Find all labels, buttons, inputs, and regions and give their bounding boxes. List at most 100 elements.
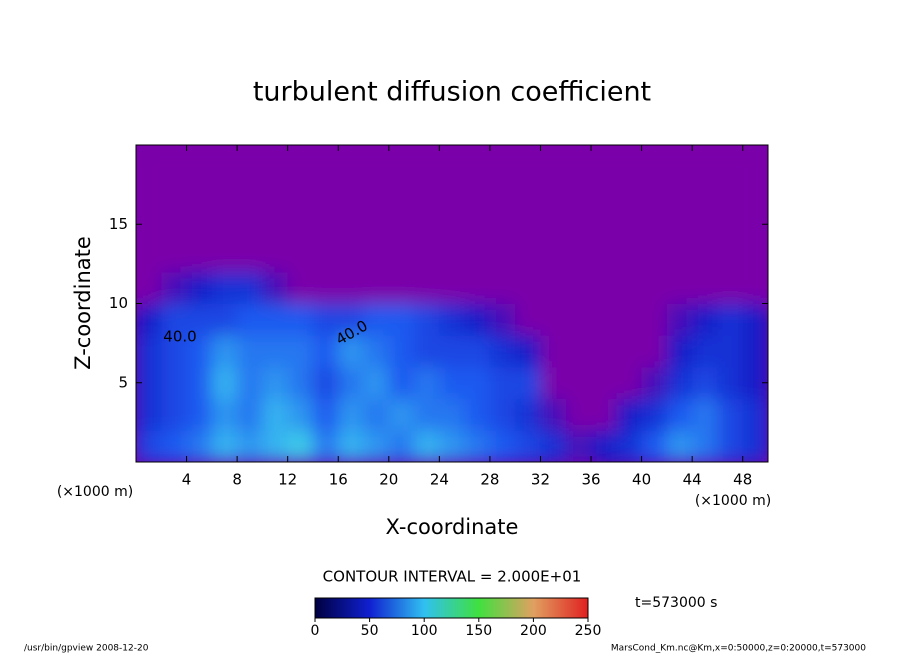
field-cell: [363, 240, 390, 273]
field-cell: [312, 430, 339, 462]
field-cell: [565, 176, 592, 209]
field-cell: [717, 335, 744, 368]
field-cell: [287, 398, 314, 431]
field-cell: [565, 145, 592, 178]
field-cell: [439, 176, 466, 209]
field-cell: [414, 271, 440, 304]
field-cell: [211, 240, 238, 273]
field-cell: [692, 240, 718, 273]
field-cell: [338, 271, 365, 304]
field-cell: [692, 335, 718, 368]
field-cell: [489, 366, 516, 400]
field-cell: [464, 145, 491, 178]
field-cell: [489, 176, 516, 209]
field-cell: [565, 366, 592, 400]
field-cell: [388, 145, 415, 178]
field-cell: [591, 303, 617, 336]
field-cell: [540, 430, 567, 462]
field-cell: [338, 398, 365, 431]
field-cell: [211, 430, 238, 462]
field-cell: [287, 303, 314, 336]
contour-label: 40.0: [163, 328, 196, 346]
field-cell: [211, 176, 238, 209]
field-cell: [262, 398, 289, 431]
field-cell: [616, 240, 643, 273]
field-cell: [540, 176, 567, 209]
field-cell: [489, 335, 516, 368]
field-cell: [641, 335, 668, 368]
field-cell: [692, 271, 718, 304]
field-cell: [717, 145, 744, 178]
field-cell: [161, 208, 188, 241]
y-tick-label: 15: [109, 215, 128, 233]
field-cell: [439, 271, 466, 304]
field-cell: [237, 335, 263, 368]
field-cell: [717, 366, 744, 400]
field-cell: [262, 335, 289, 368]
field-cell: [439, 303, 466, 336]
field-cell: [717, 240, 744, 273]
field-cell: [591, 176, 617, 209]
field-cell: [211, 145, 238, 178]
x-tick-label: 40: [632, 471, 651, 489]
field-cell: [388, 335, 415, 368]
field-cell: [692, 145, 718, 178]
field-cell: [262, 271, 289, 304]
field-cell: [591, 240, 617, 273]
field-cell: [388, 303, 415, 336]
field-cell: [414, 240, 440, 273]
field-cell: [464, 398, 491, 431]
colorbar-tick-label: 100: [411, 623, 438, 639]
field-cell: [692, 176, 718, 209]
field-cell: [186, 176, 213, 209]
field-cell: [237, 145, 263, 178]
field-cell: [161, 240, 188, 273]
field-cell: [414, 176, 440, 209]
field-cell: [414, 335, 440, 368]
field-cell: [742, 240, 768, 273]
field-cell: [414, 145, 440, 178]
field-cell: [515, 398, 541, 431]
field-cell: [161, 271, 188, 304]
field-cell: [591, 398, 617, 431]
field-cell: [692, 398, 718, 431]
field: [136, 145, 768, 462]
field-cell: [540, 366, 567, 400]
field-cell: [388, 366, 415, 400]
field-cell: [161, 398, 188, 431]
colorbar-tick-label: 200: [520, 623, 547, 639]
field-cell: [717, 303, 744, 336]
field-cell: [565, 240, 592, 273]
field-cell: [211, 335, 238, 368]
field-cell: [363, 335, 390, 368]
field-cell: [742, 271, 768, 304]
field-cell: [565, 208, 592, 241]
field-cell: [565, 335, 592, 368]
field-cell: [237, 398, 263, 431]
field-cell: [464, 366, 491, 400]
colorbar-tick-label: 50: [361, 623, 379, 639]
field-cell: [186, 208, 213, 241]
field-cell: [515, 240, 541, 273]
field-cell: [338, 303, 365, 336]
field-cell: [641, 430, 668, 462]
field-cell: [388, 271, 415, 304]
field-cell: [515, 366, 541, 400]
field-cell: [540, 271, 567, 304]
colorbar-tick-label: 0: [311, 623, 320, 639]
field-cell: [489, 303, 516, 336]
field-cell: [742, 335, 768, 368]
field-cell: [591, 366, 617, 400]
field-cell: [312, 335, 339, 368]
field-cell: [616, 208, 643, 241]
field-cell: [363, 366, 390, 400]
field-cell: [666, 366, 693, 400]
field-cell: [641, 145, 668, 178]
field-cell: [262, 208, 289, 241]
field-cell: [312, 208, 339, 241]
field-cell: [717, 208, 744, 241]
y-tick-label: 5: [118, 373, 128, 391]
field-cell: [186, 303, 213, 336]
contour-interval: CONTOUR INTERVAL = 2.000E+01: [323, 568, 582, 586]
